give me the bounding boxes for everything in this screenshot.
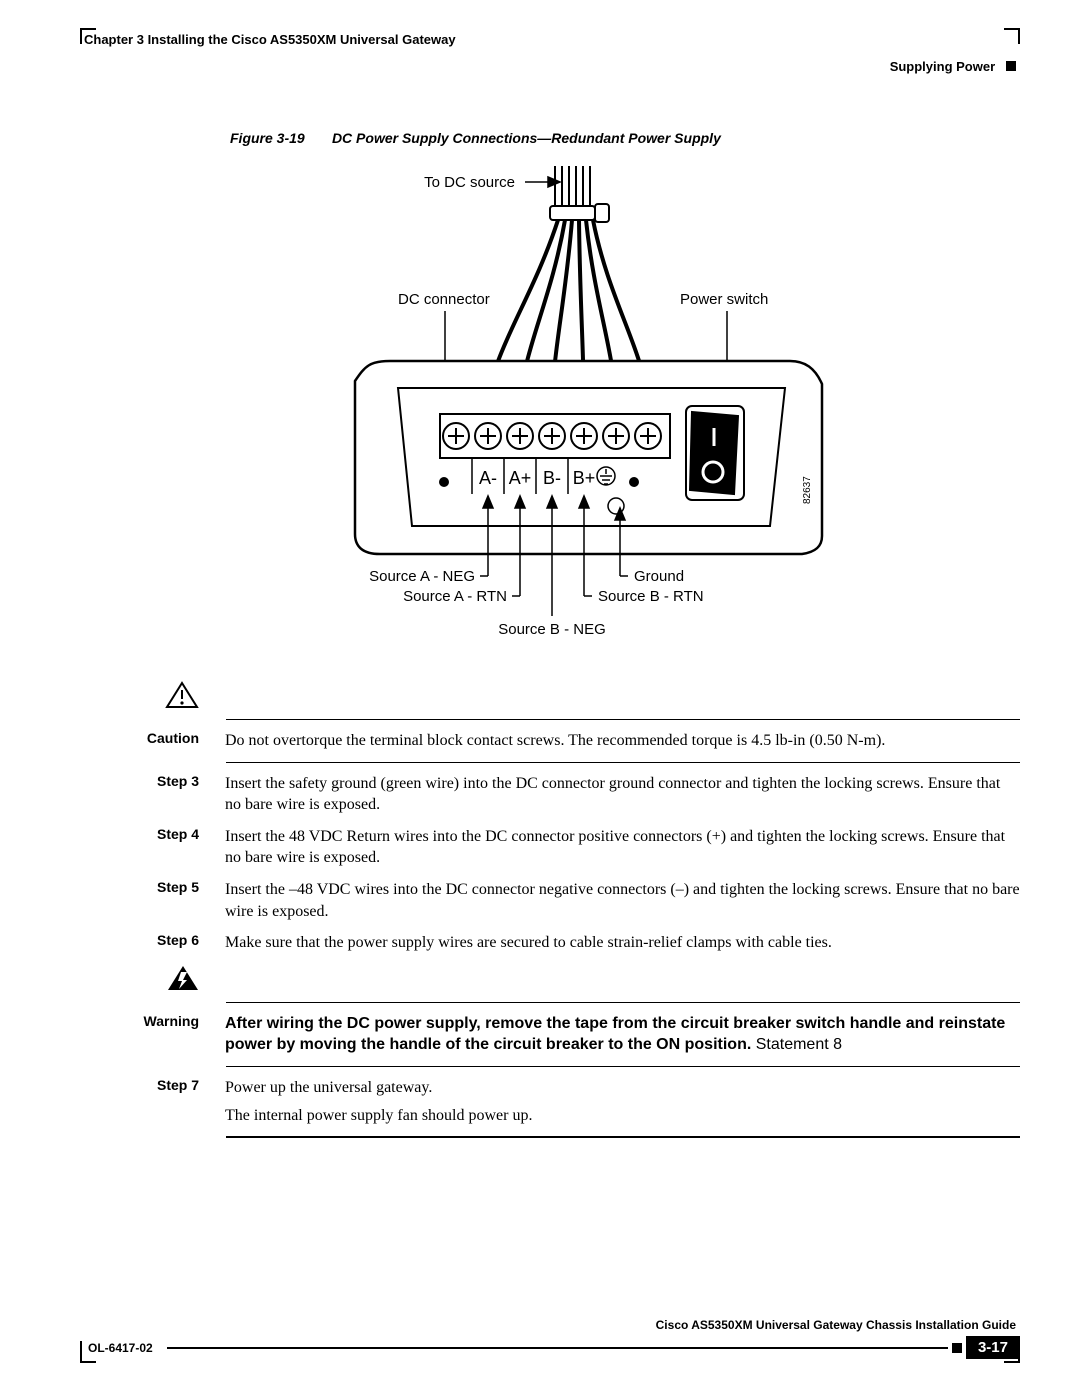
step-label: Step 7: [80, 1077, 225, 1093]
section-title: Supplying Power: [80, 59, 1020, 74]
label-a-neg: A-: [479, 468, 497, 488]
page: Chapter 3 Installing the Cisco AS5350XM …: [0, 0, 1080, 1397]
label-dc-connector: DC connector: [398, 291, 490, 308]
label-source-a-neg: Source A - NEG: [369, 568, 475, 585]
crop-mark: [1004, 28, 1020, 44]
caution-icon: [165, 681, 199, 709]
caution-text: Do not overtorque the terminal block con…: [225, 730, 1020, 752]
step-text: Insert the safety ground (green wire) in…: [225, 773, 1020, 816]
label-to-dc-source: To DC source: [424, 174, 515, 191]
label-ground: Ground: [634, 568, 684, 585]
step-row: Step 7 Power up the universal gateway. T…: [80, 1077, 1020, 1126]
step-text-line: The internal power supply fan should pow…: [225, 1105, 1020, 1127]
step-row: Step 3 Insert the safety ground (green w…: [80, 773, 1020, 816]
step-label: Step 6: [80, 932, 225, 948]
page-footer: Cisco AS5350XM Universal Gateway Chassis…: [80, 1318, 1020, 1359]
crop-mark: [80, 28, 96, 44]
divider: [226, 719, 1020, 720]
label-b-pos: B+: [573, 468, 596, 488]
caution-icon-row: [80, 681, 1020, 709]
warning-text: After wiring the DC power supply, remove…: [225, 1013, 1020, 1056]
step-label: Step 5: [80, 879, 225, 895]
warning-icon-row: [80, 964, 1020, 992]
label-source-a-rtn: Source A - RTN: [403, 588, 507, 605]
warning-row: Warning After wiring the DC power supply…: [80, 1013, 1020, 1056]
label-b-neg: B-: [543, 468, 561, 488]
caution-label: Caution: [80, 730, 225, 746]
divider: [226, 762, 1020, 763]
page-number: 3-17: [966, 1336, 1020, 1359]
chapter-title: Chapter 3 Installing the Cisco AS5350XM …: [84, 32, 456, 47]
step-text: Power up the universal gateway. The inte…: [225, 1077, 1020, 1126]
led-icon: [439, 477, 449, 487]
step-text: Insert the –48 VDC wires into the DC con…: [225, 879, 1020, 922]
figure-caption: Figure 3-19 DC Power Supply Connections—…: [230, 130, 1020, 146]
running-header: Chapter 3 Installing the Cisco AS5350XM …: [80, 32, 1020, 47]
step-row: Step 4 Insert the 48 VDC Return wires in…: [80, 826, 1020, 869]
footer-rule: [167, 1347, 948, 1349]
dc-power-diagram: To DC source DC connector Power switch: [230, 156, 930, 676]
step-text: Make sure that the power supply wires ar…: [225, 932, 1020, 954]
label-source-b-rtn: Source B - RTN: [598, 588, 704, 605]
step-row: Step 6 Make sure that the power supply w…: [80, 932, 1020, 954]
label-a-pos: A+: [509, 468, 532, 488]
doc-id: OL-6417-02: [80, 1341, 159, 1355]
art-id: 82637: [802, 476, 813, 504]
step-row: Step 5 Insert the –48 VDC wires into the…: [80, 879, 1020, 922]
led-icon: [629, 477, 639, 487]
warning-main: After wiring the DC power supply, remove…: [225, 1015, 1005, 1054]
figure-diagram: To DC source DC connector Power switch: [230, 156, 930, 681]
block-marker-icon: [1006, 61, 1016, 71]
figure-title: DC Power Supply Connections—Redundant Po…: [332, 130, 721, 146]
caution-row: Caution Do not overtorque the terminal b…: [80, 730, 1020, 752]
warning-statement: Statement 8: [751, 1036, 842, 1053]
warning-icon: [167, 964, 199, 992]
label-power-switch: Power switch: [680, 291, 768, 308]
step-label: Step 4: [80, 826, 225, 842]
label-source-b-neg: Source B - NEG: [498, 621, 606, 638]
divider: [226, 1136, 1020, 1138]
step-text: Insert the 48 VDC Return wires into the …: [225, 826, 1020, 869]
figure-number: Figure 3-19: [230, 130, 305, 146]
section-title-text: Supplying Power: [890, 59, 995, 74]
warning-label: Warning: [80, 1013, 225, 1029]
guide-title: Cisco AS5350XM Universal Gateway Chassis…: [80, 1318, 1020, 1332]
divider: [226, 1066, 1020, 1067]
block-marker-icon: [952, 1343, 962, 1353]
step-label: Step 3: [80, 773, 225, 789]
divider: [226, 1002, 1020, 1003]
step-text-line: Power up the universal gateway.: [225, 1077, 1020, 1099]
